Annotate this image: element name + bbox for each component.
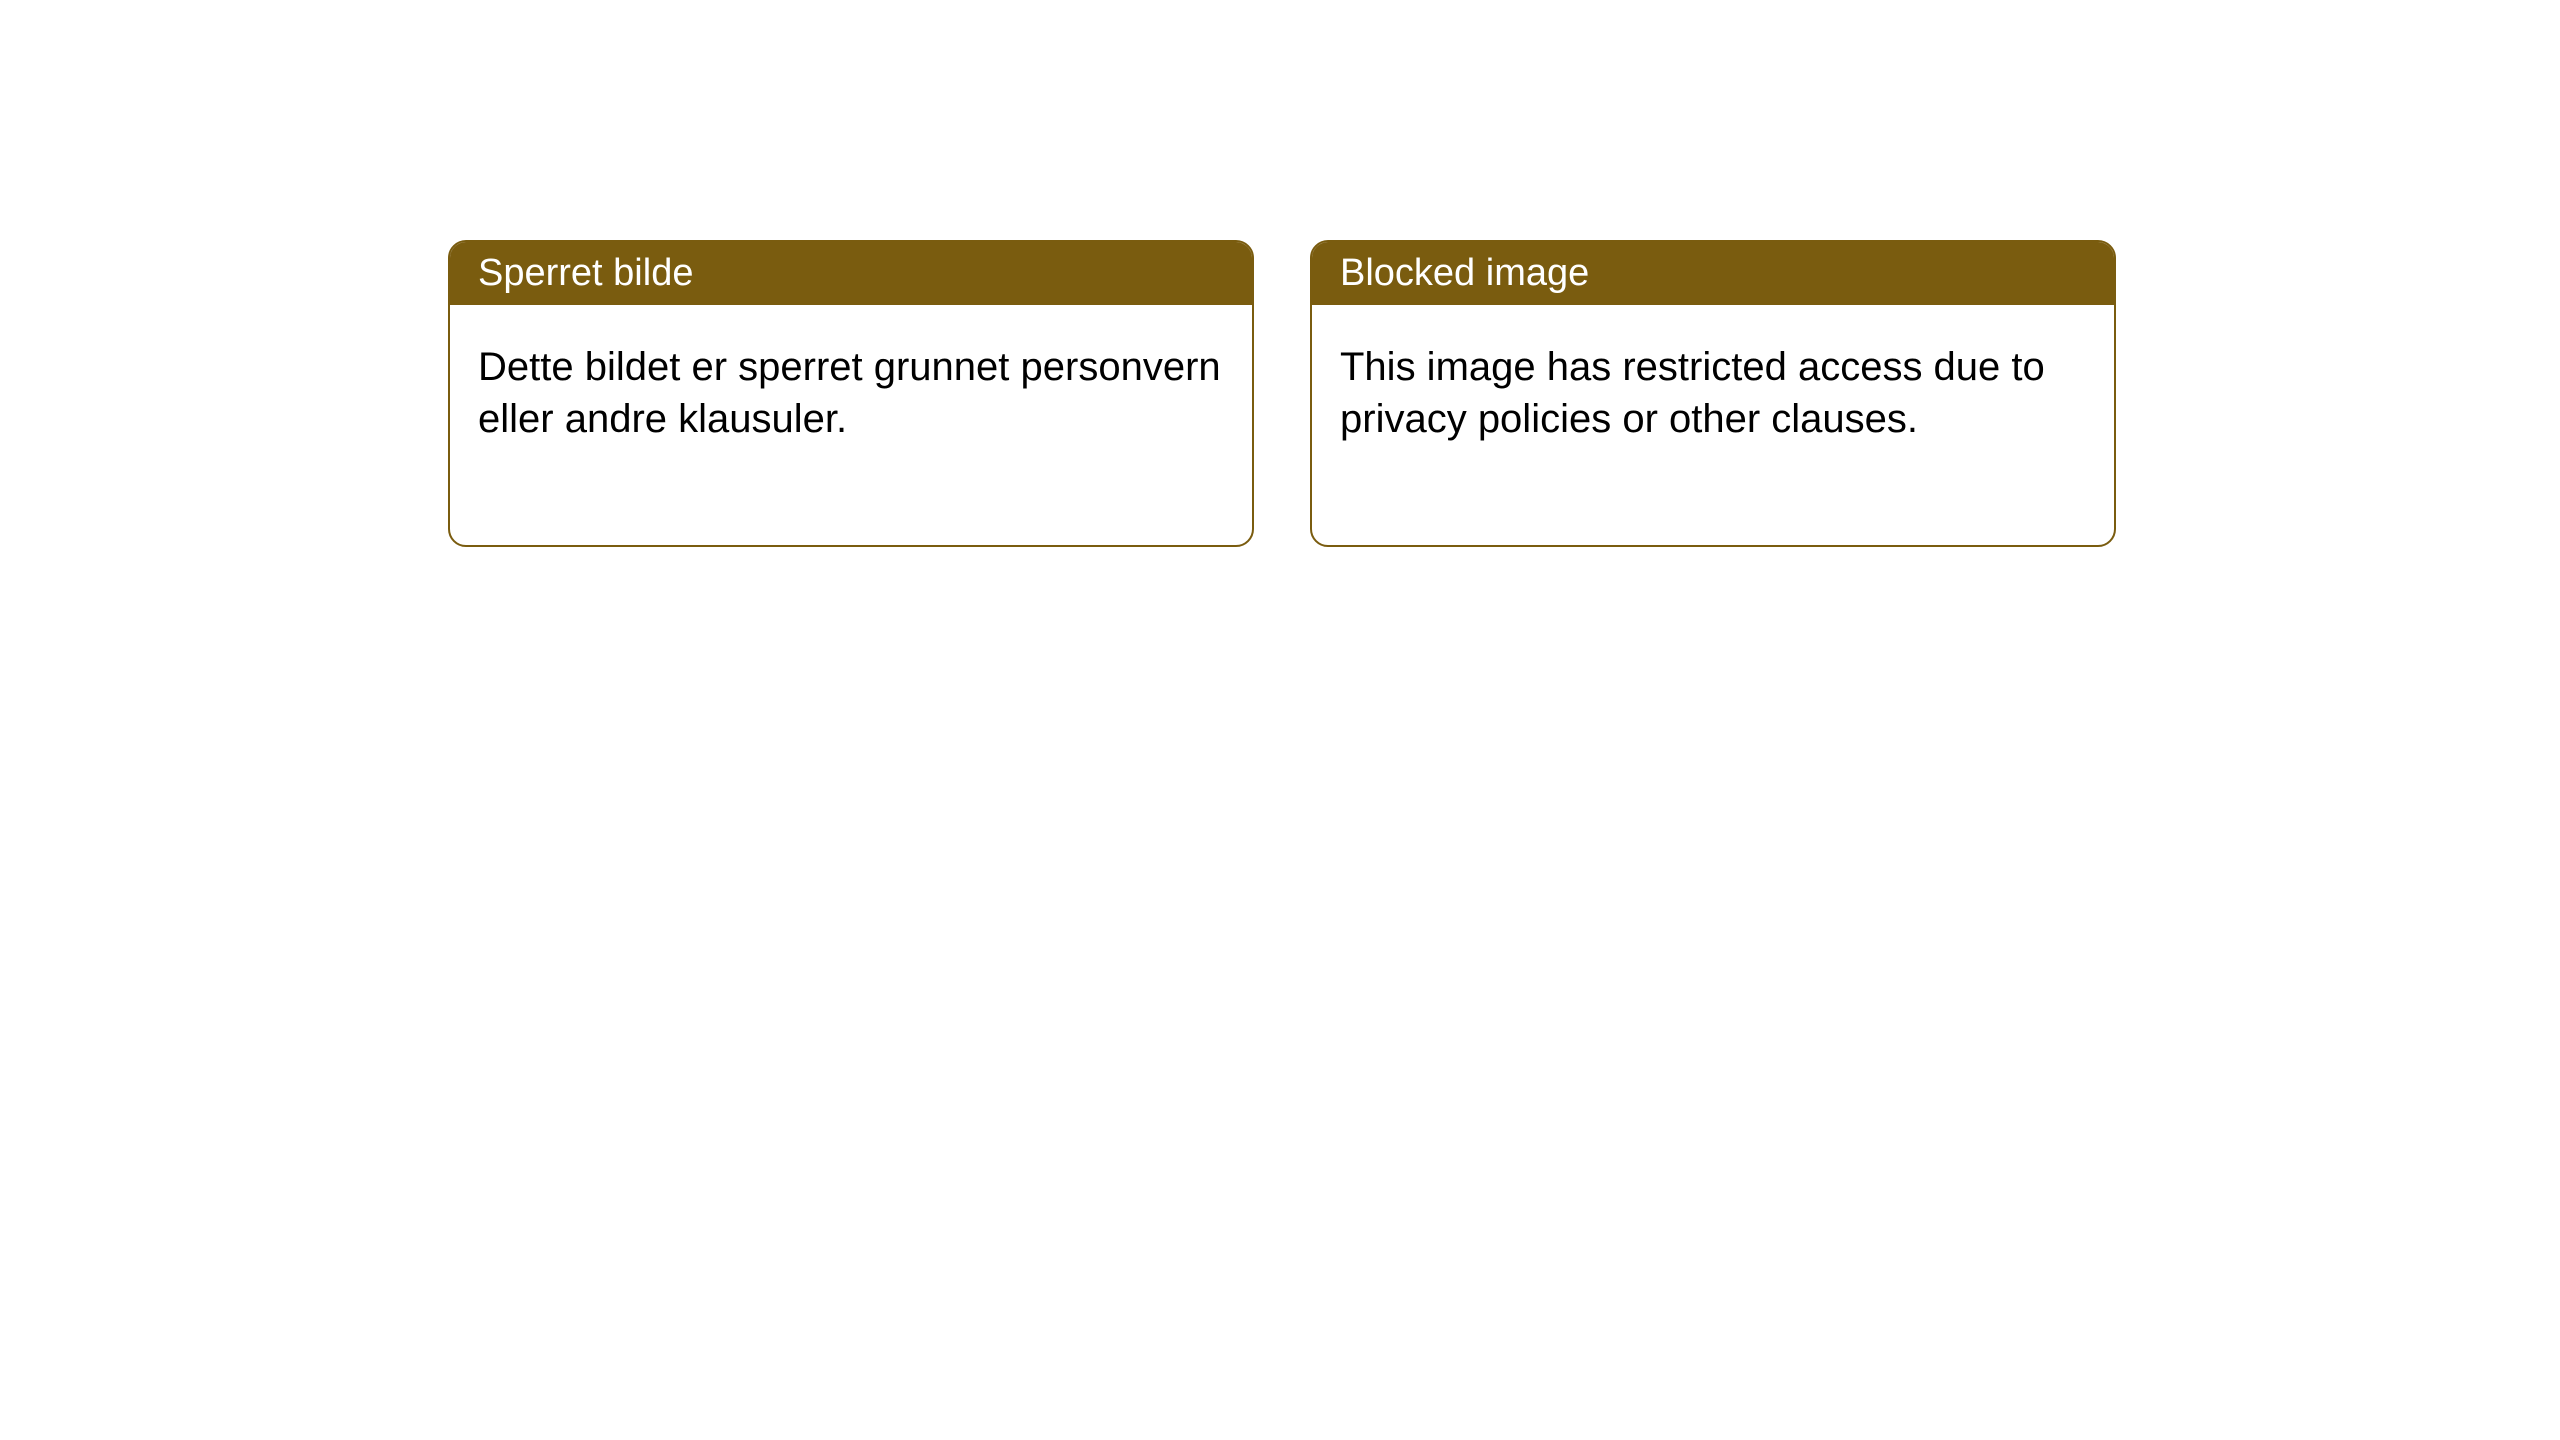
notice-body-text: Dette bildet er sperret grunnet personve… (478, 345, 1221, 441)
notice-header: Blocked image (1312, 242, 2114, 305)
notices-container: Sperret bilde Dette bildet er sperret gr… (0, 0, 2560, 547)
notice-title: Sperret bilde (478, 252, 693, 294)
notice-box-norwegian: Sperret bilde Dette bildet er sperret gr… (448, 240, 1254, 547)
notice-body-text: This image has restricted access due to … (1340, 345, 2045, 441)
notice-body: This image has restricted access due to … (1312, 305, 2114, 545)
notice-header: Sperret bilde (450, 242, 1252, 305)
notice-body: Dette bildet er sperret grunnet personve… (450, 305, 1252, 545)
notice-box-english: Blocked image This image has restricted … (1310, 240, 2116, 547)
notice-title: Blocked image (1340, 252, 1589, 294)
